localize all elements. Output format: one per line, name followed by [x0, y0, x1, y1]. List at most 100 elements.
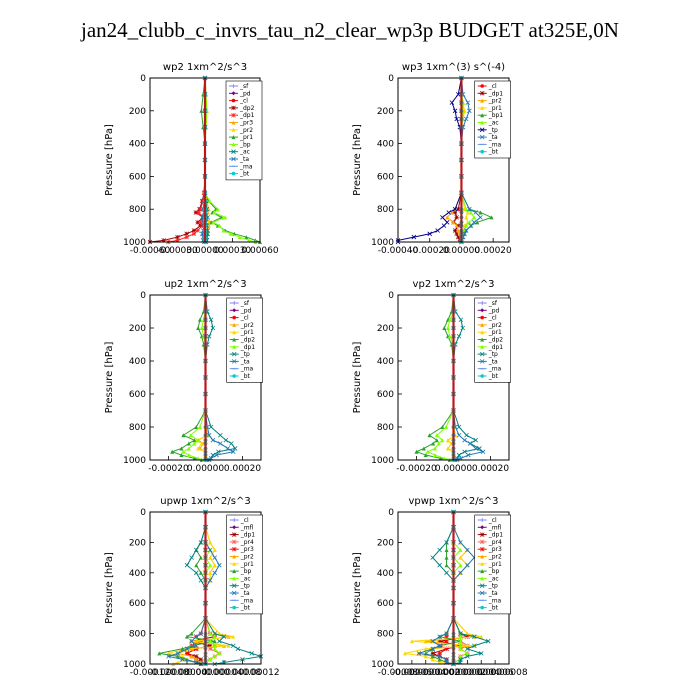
legend-label: _pr3	[239, 120, 253, 127]
data-point	[208, 317, 214, 323]
data-point	[212, 639, 217, 644]
y-tick-label: 0	[388, 74, 394, 84]
data-point	[445, 438, 450, 443]
data-point	[170, 449, 175, 454]
data-point	[196, 210, 201, 215]
legend-label: _ta	[488, 590, 498, 597]
legend-marker	[232, 308, 237, 313]
legend-label: _dp2	[239, 105, 255, 112]
x-tick-label: -0.00060	[130, 246, 171, 256]
legend-label: _pr2	[240, 554, 254, 561]
data-point	[184, 646, 190, 652]
data-point	[161, 238, 166, 243]
legend-marker	[232, 330, 237, 335]
legend-marker	[231, 590, 237, 596]
data-point	[464, 207, 469, 212]
data-point	[437, 547, 442, 553]
data-point	[447, 334, 452, 339]
data-point	[198, 220, 203, 225]
data-point	[456, 432, 462, 438]
legend-label: _ta	[240, 358, 250, 365]
y-tick-label: 200	[129, 107, 146, 117]
data-point	[440, 215, 445, 220]
data-point	[208, 563, 213, 568]
panel-2: wp3 1xm^(3) s^(-4)02004006008001000-0.00…	[352, 62, 512, 256]
legend-marker	[479, 583, 485, 588]
legend-marker	[480, 554, 485, 559]
data-point	[198, 555, 203, 560]
data-point	[196, 446, 201, 451]
y-tick-label: 600	[377, 390, 394, 400]
data-point	[421, 446, 426, 451]
data-point	[444, 634, 449, 639]
data-point	[208, 555, 213, 560]
data-point	[244, 235, 249, 240]
legend-marker	[231, 105, 236, 111]
x-tick-label: -0.00020	[396, 464, 437, 474]
data-point	[485, 638, 491, 644]
data-point	[468, 210, 473, 215]
legend-label: _bp	[488, 568, 500, 575]
data-point	[479, 634, 484, 639]
data-point	[208, 631, 213, 636]
legend-box	[474, 80, 512, 159]
data-point	[184, 231, 189, 237]
data-point	[465, 654, 470, 659]
x-tick-label: -0.00008	[148, 668, 189, 678]
data-point	[433, 453, 437, 458]
data-point	[218, 432, 223, 438]
data-point	[181, 449, 186, 454]
y-tick-label: 1000	[371, 660, 394, 670]
legend-label: _pr2	[488, 98, 502, 105]
legend-marker	[480, 330, 485, 335]
data-point	[437, 654, 442, 659]
data-point	[467, 220, 472, 225]
x-tick-label: 0.00008	[490, 668, 527, 678]
data-point	[478, 210, 483, 215]
legend-box	[474, 514, 512, 615]
x-tick-label: 0.00000	[435, 464, 472, 474]
legend-marker	[480, 374, 485, 378]
data-point	[473, 210, 478, 215]
data-point	[455, 92, 461, 97]
data-point	[452, 210, 458, 215]
data-point	[475, 220, 480, 225]
legend-marker	[231, 112, 236, 118]
data-point	[462, 231, 467, 237]
legend-marker	[480, 113, 485, 118]
legend-marker	[232, 344, 237, 349]
legend-marker	[480, 569, 485, 574]
legend-label: _bp	[240, 568, 252, 575]
legend-marker	[231, 546, 237, 552]
data-point	[217, 638, 222, 644]
y-tick-label: 800	[377, 423, 394, 433]
y-tick-label: 1000	[371, 238, 394, 248]
legend-label: _bt	[488, 149, 499, 156]
data-point	[444, 548, 449, 552]
data-point	[199, 108, 204, 113]
data-point	[473, 437, 478, 443]
data-point	[427, 231, 432, 237]
data-point	[195, 228, 200, 233]
x-tick-label: 0.00008	[224, 668, 261, 678]
series-line-dp1	[168, 78, 206, 243]
data-point	[195, 220, 200, 225]
data-point	[221, 228, 226, 233]
data-point	[181, 433, 186, 438]
data-point	[444, 646, 449, 652]
legend-marker	[480, 84, 485, 88]
data-point	[175, 238, 180, 243]
x-tick-label: -0.00002	[419, 668, 459, 678]
legend-label: _tp	[240, 351, 250, 358]
legend-marker	[231, 84, 236, 88]
data-point	[478, 215, 483, 220]
legend-marker	[231, 98, 236, 103]
data-point	[192, 438, 197, 443]
y-tick-label: 400	[129, 357, 146, 367]
series-line-pr1	[404, 512, 482, 665]
data-point	[232, 446, 238, 451]
data-point	[196, 326, 201, 330]
data-point	[464, 432, 469, 438]
legend-label: _pr1	[488, 561, 502, 568]
legend-marker	[480, 308, 485, 313]
